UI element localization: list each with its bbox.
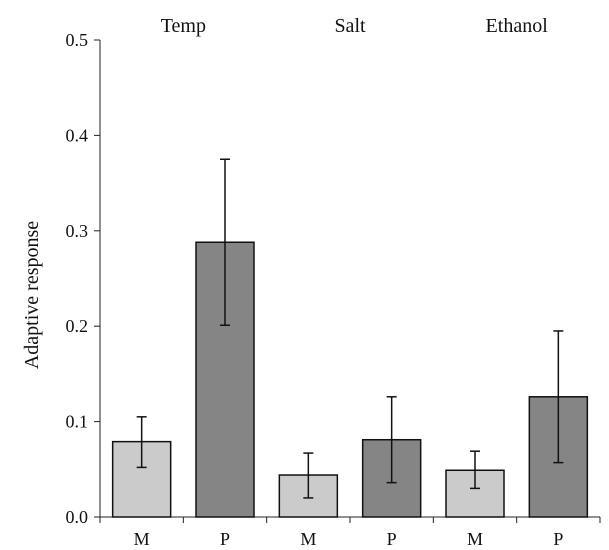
labels: M P M P M P Temp Salt Ethanol — [134, 15, 564, 549]
group-label: Salt — [334, 15, 366, 37]
bars — [111, 158, 589, 518]
x-tick-label: M — [300, 529, 316, 549]
group-label: Ethanol — [486, 15, 549, 37]
x-tick-label: P — [387, 529, 397, 549]
y-tick-label: 0.5 — [66, 30, 89, 50]
y-tick-label: 0.3 — [66, 221, 89, 241]
x-tick-label: P — [220, 529, 230, 549]
x-tick-label: M — [467, 529, 483, 549]
y-tick-label: 0.2 — [66, 316, 89, 336]
axes: 0.0 0.1 0.2 0.3 0.4 0.5 — [66, 30, 601, 527]
x-tick-label: M — [134, 529, 150, 549]
y-tick-label: 0.1 — [66, 412, 89, 432]
x-tick-label: P — [553, 529, 563, 549]
y-tick-label: 0.4 — [66, 125, 89, 145]
group-label: Temp — [161, 15, 206, 37]
y-tick-label: 0.0 — [66, 507, 89, 527]
y-axis-label: Adaptive response — [21, 221, 43, 369]
